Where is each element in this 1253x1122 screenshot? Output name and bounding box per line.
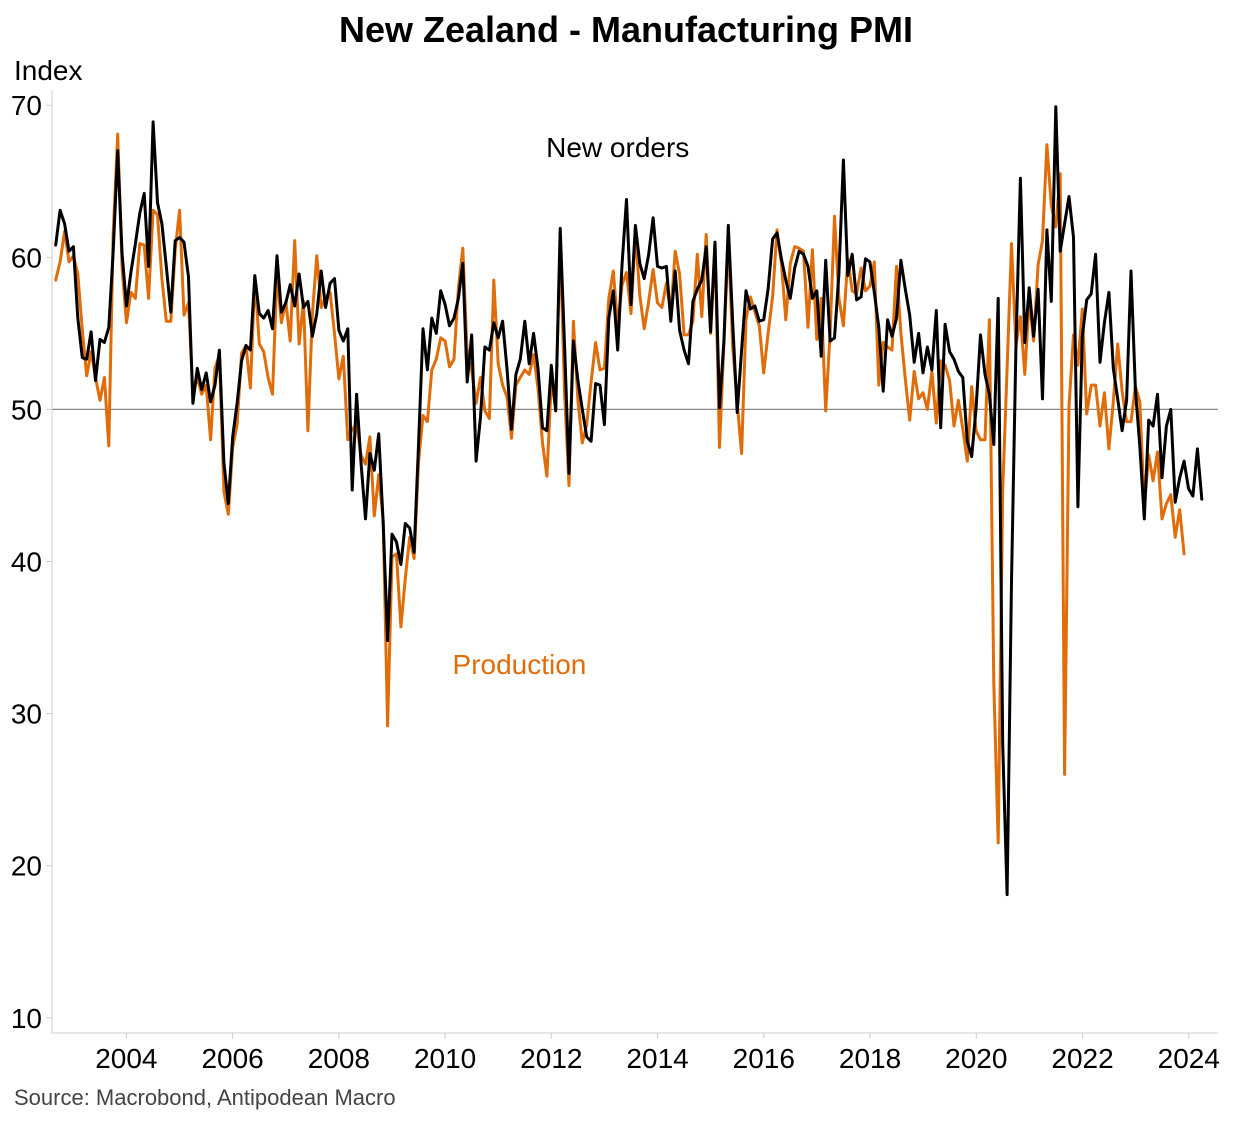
y-tick-label: 50 xyxy=(11,394,42,425)
x-tick-label: 2012 xyxy=(520,1043,582,1074)
x-tick-label: 2022 xyxy=(1051,1043,1113,1074)
series-line-production xyxy=(54,132,1186,845)
series-label-new-orders: New orders xyxy=(546,132,689,163)
y-tick-label: 20 xyxy=(11,851,42,882)
y-axis-title: Index xyxy=(14,55,83,86)
y-tick-label: 10 xyxy=(11,1003,42,1034)
chart-title: New Zealand - Manufacturing PMI xyxy=(339,9,913,50)
y-tick-label: 40 xyxy=(11,547,42,578)
x-tick-label: 2014 xyxy=(626,1043,688,1074)
x-tick-label: 2020 xyxy=(945,1043,1007,1074)
x-axis: 2004 2006 2008 2010 2012 2014 2016 2018 2020 2022… xyxy=(95,1033,1220,1074)
series-line-new-orders xyxy=(54,105,1204,897)
x-tick-label: 2018 xyxy=(839,1043,901,1074)
x-tick-label: 2006 xyxy=(201,1043,263,1074)
x-tick-label: 2024 xyxy=(1158,1043,1220,1074)
y-tick-label: 30 xyxy=(11,699,42,730)
series-group xyxy=(54,105,1204,897)
annotation-group: New orders Production xyxy=(453,132,690,680)
series-label-production: Production xyxy=(453,649,587,680)
y-tick-label: 70 xyxy=(11,90,42,121)
y-tick-label: 60 xyxy=(11,242,42,273)
x-tick-label: 2010 xyxy=(414,1043,476,1074)
y-axis: 10 20 30 40 50 60 70 xyxy=(11,90,52,1034)
x-tick-label: 2008 xyxy=(308,1043,370,1074)
source-note: Source: Macrobond, Antipodean Macro xyxy=(14,1085,396,1110)
x-tick-label: 2004 xyxy=(95,1043,157,1074)
x-tick-label: 2016 xyxy=(733,1043,795,1074)
